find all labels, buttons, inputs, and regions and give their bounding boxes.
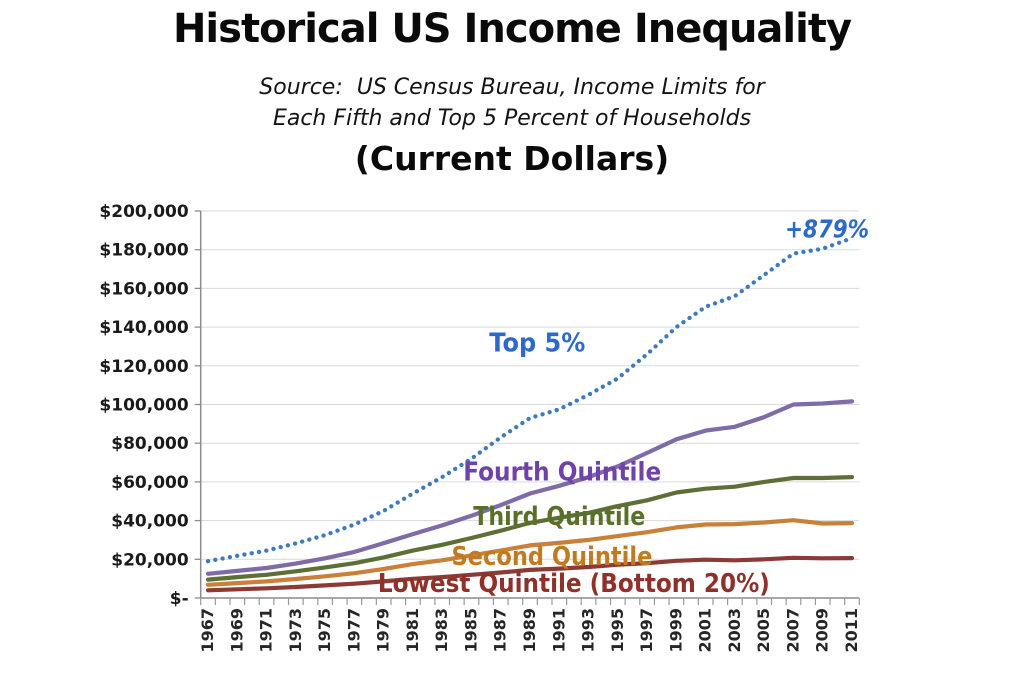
y-axis-label: $80,000 [111,434,189,454]
x-axis-label: 2009 [813,608,832,653]
x-axis-label: 1969 [227,608,246,653]
y-axis-label: $200,000 [99,202,188,222]
x-axis-label: 2011 [842,608,861,653]
x-axis-label: 1979 [374,608,393,653]
series-label-second-quintile: Second Quintile [451,542,652,572]
x-axis-label: 1997 [637,608,656,653]
chart-source: Source: US Census Bureau, Income Limits … [0,72,1024,134]
x-axis-label: 1975 [315,608,334,653]
y-axis-label: $60,000 [111,473,189,493]
x-axis-label: 1971 [257,608,276,653]
x-axis-label: 1981 [403,608,422,653]
series-line-third-quintile [205,475,855,582]
x-axis-label: 2005 [754,608,773,653]
x-axis-label: 1987 [491,608,510,653]
chart-source-line1: Source: US Census Bureau, Income Limits … [259,75,765,100]
x-axis-label: 1967 [198,608,217,653]
x-axis-label: 2007 [783,608,802,653]
y-axis-label: $140,000 [99,318,188,338]
x-axis-label: 1989 [520,608,539,653]
series-line-lowest-quintile-bottom-20 [205,555,855,593]
series-line-top-5 [205,235,855,564]
units-label: (Current Dollars) [354,139,670,178]
x-axis-label: 1993 [579,608,598,653]
series-label-top-5: Top 5% [489,329,585,359]
x-axis-label: 1995 [608,608,627,653]
growth-annotation: +879% [785,214,869,243]
x-axis-label: 1973 [286,608,305,653]
x-axis-label: 2001 [696,608,715,653]
y-axis-label: $- [170,589,189,609]
y-axis-label: $40,000 [111,512,189,532]
x-axis-label: 1977 [344,608,363,653]
y-axis-label: $20,000 [111,550,189,570]
series-line-second-quintile [205,518,855,587]
income-line-chart: $- $20,000 $40,000 $60,000 $80,000 $100,000 $1… [99,202,869,653]
y-axis-label: $120,000 [99,357,188,377]
x-axis-label: 1985 [461,608,480,653]
x-axis-label: 1983 [432,608,451,653]
y-axis-label: $160,000 [99,279,188,299]
series-label-lowest-quintile-bottom-20: Lowest Quintile (Bottom 20%) [378,569,770,599]
x-axis-label: 1999 [666,608,685,653]
series-label-third-quintile: Third Quintile [473,502,645,532]
series-line-fourth-quintile [205,399,855,576]
series-label-fourth-quintile: Fourth Quintile [463,457,661,487]
y-axis-label: $180,000 [99,241,188,261]
x-axis-label: 2003 [725,608,744,653]
y-axis-label: $100,000 [99,396,188,416]
chart-source-line2: Each Fifth and Top 5 Percent of Househol… [272,106,752,131]
x-axis-label: 1991 [549,608,568,653]
chart-title: Historical US Income Inequality [172,6,852,52]
